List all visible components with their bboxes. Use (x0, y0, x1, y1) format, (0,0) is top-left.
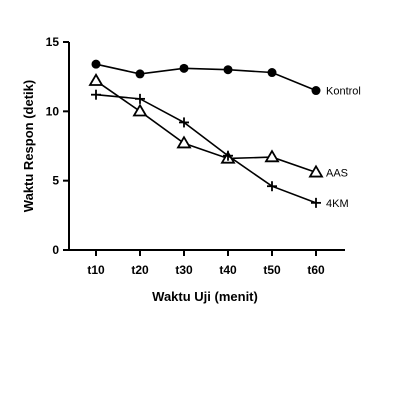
x-ticks: t10 t20 t30 t40 t50 t60 (87, 250, 325, 277)
data-point-circle (179, 63, 189, 73)
data-point-triangle (176, 135, 192, 149)
data-point-circle (311, 86, 321, 96)
y-tick-label: 10 (46, 104, 60, 118)
series-label-aas: AAS (326, 167, 348, 179)
series-label-4km: 4KM (326, 198, 349, 210)
data-point-circle (91, 59, 101, 69)
series-labels: Kontrol AAS 4KM (326, 86, 361, 210)
data-point-plus (311, 197, 321, 208)
x-axis-title: Waktu Uji (menit) (152, 289, 258, 304)
y-tick-label: 0 (52, 243, 59, 257)
series-line-kontrol (95, 63, 317, 92)
data-point-plus (135, 93, 145, 104)
data-point-triangle (264, 149, 280, 163)
data-point-plus (267, 181, 277, 192)
x-tick-label: t40 (219, 263, 237, 277)
axes (68, 42, 345, 251)
y-tick-label: 15 (46, 35, 60, 49)
data-point-plus (91, 89, 101, 100)
data-point-plus (223, 150, 233, 161)
y-ticks: 0 5 10 15 (46, 35, 69, 257)
series-layer (88, 59, 324, 208)
data-point-triangle (88, 73, 104, 86)
x-tick-label: t50 (263, 263, 281, 277)
data-point-circle (223, 65, 233, 75)
data-point-triangle (132, 103, 148, 117)
data-point-circle (267, 68, 277, 78)
x-tick-label: t20 (131, 263, 149, 277)
x-tick-label: t10 (87, 263, 105, 277)
y-tick-label: 5 (52, 174, 59, 188)
x-tick-label: t30 (175, 263, 193, 277)
data-point-circle (135, 69, 145, 79)
series-line-4km (95, 93, 317, 204)
y-axis-title: Waktu Respon (detik) (21, 80, 36, 212)
series-label-kontrol: Kontrol (326, 86, 361, 98)
x-tick-label: t60 (307, 263, 325, 277)
series-line-aas (95, 80, 317, 174)
data-point-plus (179, 117, 189, 128)
data-point-triangle (308, 164, 324, 178)
